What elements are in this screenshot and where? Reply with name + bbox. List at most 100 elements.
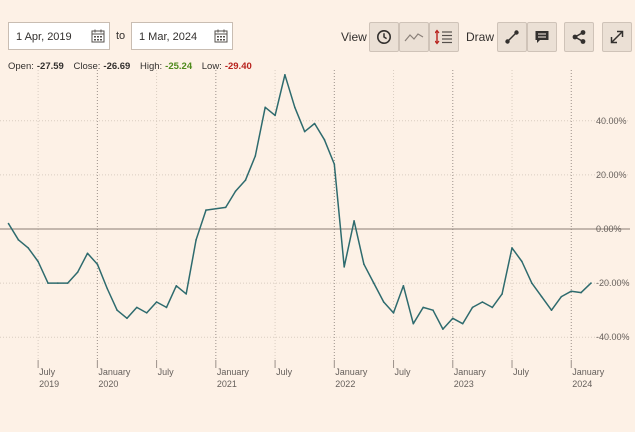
data-point — [343, 266, 345, 268]
x-tick-year-label: 2021 — [217, 379, 237, 389]
data-point — [274, 114, 276, 117]
data-point — [96, 263, 99, 265]
data-point — [442, 328, 444, 330]
date-range-separator: to — [116, 30, 126, 42]
open-value: -27.59 — [36, 61, 64, 72]
data-point — [570, 290, 573, 293]
data-point — [106, 287, 109, 290]
share-button[interactable] — [564, 22, 594, 52]
ohlc-readout: Open: -27.59 Close: -26.69 High: -25.24 Low… — [8, 61, 259, 72]
indicators-button[interactable] — [429, 22, 459, 52]
draw-label: Draw — [466, 30, 495, 44]
data-point — [471, 306, 474, 309]
data-point — [501, 293, 503, 295]
data-point — [254, 155, 257, 157]
x-tick-label: July — [276, 367, 293, 377]
date-to-input[interactable]: 1 Mar, 2024 — [131, 22, 233, 50]
indicators-icon — [435, 29, 452, 45]
y-tick-label: -40.00% — [596, 332, 630, 342]
draw-line-button[interactable] — [497, 22, 527, 52]
chart-type-button[interactable] — [399, 22, 429, 52]
data-point — [27, 247, 30, 249]
expand-button[interactable] — [602, 22, 632, 52]
data-point — [205, 209, 207, 211]
x-tick-label: January — [217, 367, 250, 377]
data-point — [382, 301, 385, 303]
annotation-icon — [535, 31, 549, 43]
data-point — [224, 206, 227, 209]
x-tick-label: January — [572, 367, 605, 377]
data-point — [145, 312, 148, 314]
y-tick-label: -20.00% — [596, 278, 630, 288]
x-tick-year-label: 2020 — [98, 379, 118, 389]
data-point — [461, 322, 464, 325]
data-point — [7, 222, 10, 225]
data-point — [550, 309, 553, 311]
calendar-icon[interactable] — [214, 29, 228, 43]
data-point — [432, 309, 434, 311]
data-point — [580, 291, 582, 294]
data-point — [422, 306, 424, 309]
data-point — [264, 106, 266, 109]
annotation-button[interactable] — [527, 22, 557, 52]
data-point — [37, 260, 39, 263]
data-point — [185, 293, 188, 295]
data-point — [412, 322, 415, 325]
x-tick-year-label: 2023 — [454, 379, 474, 389]
y-tick-label: 20.00% — [596, 170, 627, 180]
data-point — [284, 74, 286, 76]
x-tick-label: January — [335, 367, 368, 377]
data-point — [333, 163, 336, 165]
x-tick-label: July — [158, 367, 175, 377]
close-label: Close: — [73, 61, 101, 72]
data-point — [244, 179, 247, 182]
y-tick-label: 0.00% — [596, 224, 622, 234]
data-point — [313, 122, 316, 125]
data-point — [521, 260, 523, 263]
series-line — [7, 74, 592, 330]
expand-icon — [610, 30, 624, 44]
time-range-button[interactable] — [369, 22, 399, 52]
line-chart[interactable]: July 2019 January 2020 July January 2021 July Ja… — [0, 70, 635, 400]
clock-icon — [377, 30, 391, 44]
close-value: -26.69 — [103, 61, 131, 72]
date-from-value: 1 Apr, 2019 — [16, 31, 72, 43]
calendar-icon[interactable] — [91, 29, 105, 43]
data-point — [372, 282, 375, 284]
low-label: Low: — [201, 61, 222, 72]
data-point — [57, 282, 59, 284]
date-to-value: 1 Mar, 2024 — [139, 31, 198, 43]
data-point — [195, 239, 197, 241]
data-point — [491, 306, 494, 309]
x-tick-label: July — [395, 367, 412, 377]
data-point — [175, 285, 178, 287]
data-point — [215, 207, 217, 210]
x-tick-label: January — [98, 367, 131, 377]
date-from-input[interactable]: 1 Apr, 2019 — [8, 22, 110, 50]
data-point — [451, 317, 454, 320]
x-tick-label: January — [454, 367, 487, 377]
low-value: -29.40 — [224, 61, 252, 72]
high-value: -25.24 — [165, 61, 193, 72]
data-point — [76, 271, 79, 274]
view-label: View — [341, 30, 367, 44]
y-tick-label: 40.00% — [596, 116, 627, 126]
data-point — [590, 282, 592, 284]
data-point — [511, 247, 513, 249]
x-tick-year-label: 2024 — [572, 379, 592, 389]
high-label: High: — [139, 61, 163, 72]
data-point — [540, 295, 543, 298]
x-tick-year-label: 2019 — [39, 379, 59, 389]
x-tick-label: July — [513, 367, 530, 377]
data-point — [481, 301, 484, 303]
x-tick-year-label: 2022 — [335, 379, 355, 389]
data-point — [126, 317, 128, 320]
data-point — [560, 295, 563, 298]
data-point — [165, 306, 168, 309]
data-point — [363, 263, 365, 265]
data-point — [303, 130, 306, 133]
data-point — [66, 282, 69, 284]
data-point — [234, 190, 237, 192]
line-chart-icon — [404, 33, 424, 42]
open-label: Open: — [8, 61, 34, 72]
